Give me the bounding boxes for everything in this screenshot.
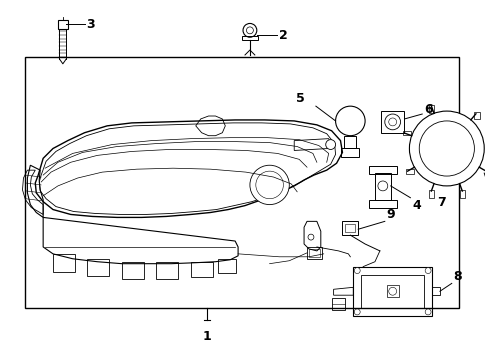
Bar [87,259,109,276]
Bar [306,247,321,259]
Bar [406,169,413,175]
Bar [122,262,143,279]
Text: 6: 6 [423,103,432,116]
Bar [361,275,423,308]
Bar [156,262,178,279]
Circle shape [353,309,360,315]
Circle shape [424,309,430,315]
Bar [459,190,464,198]
Circle shape [246,27,253,34]
Bar [403,131,410,135]
Circle shape [243,23,256,37]
Text: 2: 2 [279,29,287,42]
Text: 7: 7 [436,196,445,209]
Circle shape [335,106,365,136]
Bar [344,136,356,148]
Text: 8: 8 [453,270,461,283]
Bar [58,19,68,30]
Bar [342,221,358,235]
Text: 1: 1 [203,330,211,343]
Circle shape [249,165,289,204]
Text: 3: 3 [86,18,95,31]
Bar [308,249,319,257]
Text: 5: 5 [296,92,305,105]
Circle shape [424,267,430,274]
Text: 4: 4 [411,199,420,212]
Circle shape [377,181,387,191]
Bar [484,169,488,175]
Bar [386,285,398,297]
Circle shape [353,267,360,274]
Bar [53,254,75,271]
Bar [341,148,359,157]
Bar [473,112,479,119]
Circle shape [255,171,283,199]
Bar [218,259,236,273]
Text: 9: 9 [386,208,395,221]
Circle shape [408,111,483,186]
Bar [428,190,433,198]
Circle shape [325,140,335,149]
Bar [345,224,355,232]
Bar [352,267,431,316]
Circle shape [384,114,400,130]
Bar [25,57,458,308]
Circle shape [388,287,396,295]
Bar [368,200,396,208]
Bar [190,262,212,278]
Circle shape [418,121,473,176]
Bar [242,36,257,40]
Bar [380,111,404,133]
Bar [428,105,433,113]
Bar [368,166,396,174]
Bar [331,298,345,310]
Circle shape [307,234,313,240]
Circle shape [388,118,396,126]
